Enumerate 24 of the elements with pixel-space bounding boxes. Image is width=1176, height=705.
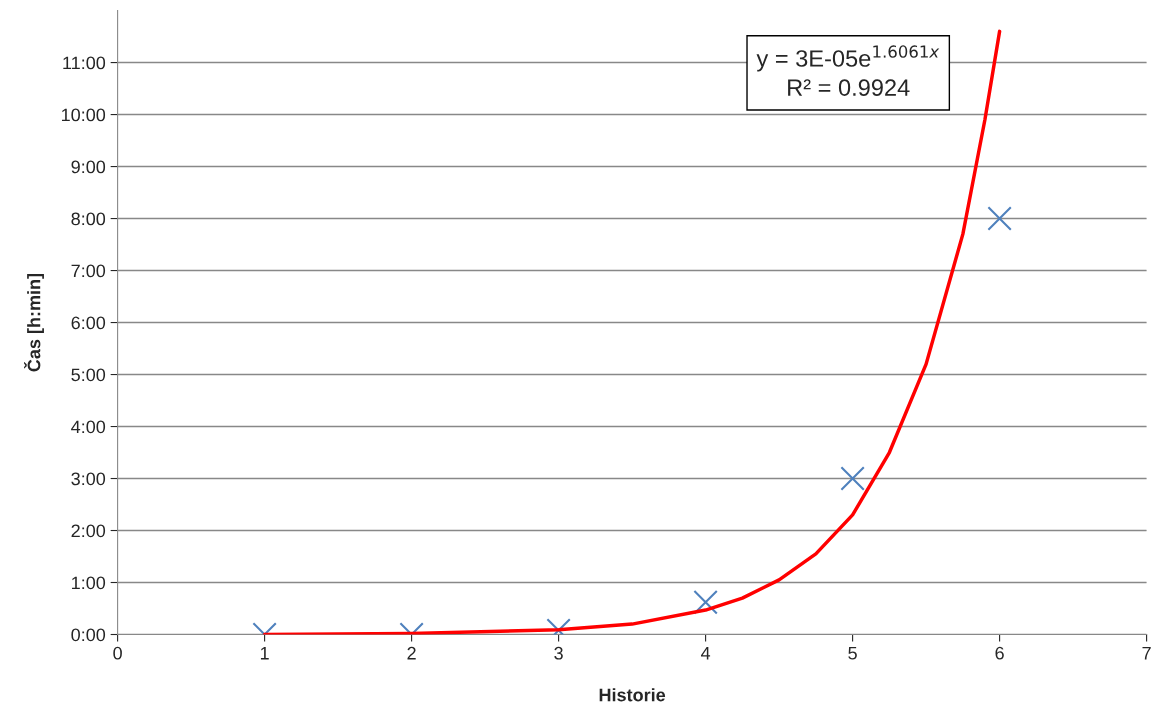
annotation: y = 3E-05e$^{1.6061x}$: [756, 45, 940, 72]
y-tick-label: 11:00: [63, 56, 106, 70]
y-axis-title: Čas [h:min]: [24, 273, 44, 372]
y-tick-label: 8:00: [71, 212, 106, 226]
x-tick-label: 6: [995, 646, 1004, 660]
y-tick-label: 7:00: [71, 264, 106, 278]
y-tick-label: 9:00: [71, 160, 106, 174]
y-tick-label: 2:00: [71, 524, 106, 538]
y-tick-label: 1:00: [72, 576, 106, 590]
x-tick-label: 2: [407, 646, 416, 660]
x-tick-label: 5: [848, 646, 857, 660]
y-tick-label: 0:00: [71, 628, 106, 642]
x-tick-label: 3: [554, 646, 563, 660]
y-tick-label: 3:00: [71, 472, 106, 486]
x-tick-label: 7: [1142, 646, 1151, 660]
x-axis-title: Historie: [599, 688, 666, 702]
y-tick-label: 5:00: [71, 368, 106, 382]
y-tick-label: 4:00: [71, 420, 106, 434]
annotation: R² = 0.9924: [788, 79, 910, 96]
y-tick-label: 6:00: [71, 316, 106, 330]
x-tick-label: 1: [260, 646, 269, 660]
y-tick-label: 10:00: [61, 108, 106, 122]
x-tick-label: 0: [113, 646, 122, 660]
x-tick-label: 4: [700, 646, 711, 660]
